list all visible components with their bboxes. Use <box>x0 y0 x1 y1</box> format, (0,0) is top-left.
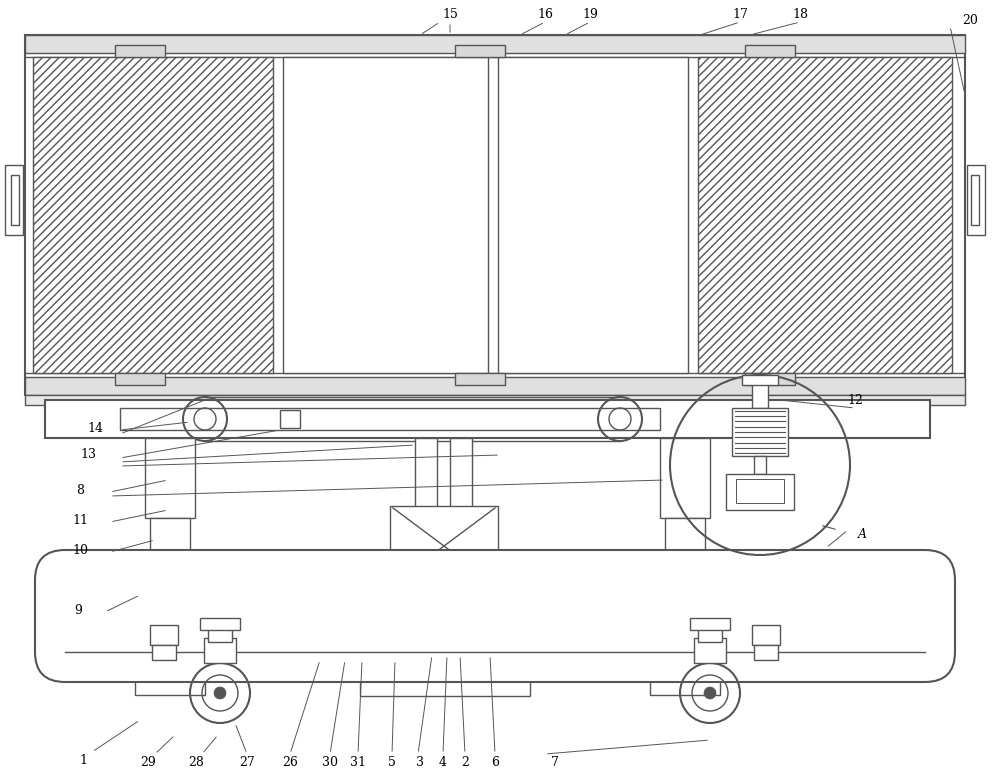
Bar <box>694 638 726 663</box>
Bar <box>390 506 498 586</box>
Text: 28: 28 <box>188 755 204 769</box>
Circle shape <box>704 687 716 699</box>
Bar <box>455 45 505 57</box>
Circle shape <box>437 578 453 594</box>
Bar <box>732 408 788 456</box>
Bar <box>752 380 768 408</box>
Bar <box>150 625 178 645</box>
Bar <box>11 175 19 225</box>
Bar <box>754 645 778 660</box>
Text: 29: 29 <box>140 755 156 769</box>
FancyBboxPatch shape <box>35 550 955 682</box>
Text: 31: 31 <box>350 755 366 769</box>
Bar <box>283 57 488 373</box>
Text: 15: 15 <box>442 9 458 22</box>
Text: 9: 9 <box>74 604 82 616</box>
Bar <box>150 518 190 678</box>
Bar <box>498 57 688 373</box>
Bar <box>971 175 979 225</box>
Bar <box>200 618 240 630</box>
Text: 2: 2 <box>461 755 469 769</box>
Text: 13: 13 <box>80 448 96 462</box>
Text: 1: 1 <box>79 754 87 766</box>
Bar <box>726 474 794 510</box>
Bar <box>204 638 236 663</box>
Bar <box>745 373 795 385</box>
Text: 27: 27 <box>239 755 255 769</box>
Bar <box>690 618 730 630</box>
Text: 6: 6 <box>491 755 499 769</box>
Text: 30: 30 <box>322 755 338 769</box>
Bar <box>25 395 965 405</box>
Bar <box>360 678 530 696</box>
Bar <box>330 656 560 678</box>
Bar <box>145 438 195 518</box>
Bar <box>742 375 778 385</box>
Bar <box>752 625 780 645</box>
Bar <box>450 438 472 508</box>
Text: 17: 17 <box>732 9 748 22</box>
Bar <box>33 57 273 373</box>
Text: 26: 26 <box>282 755 298 769</box>
Text: 3: 3 <box>416 755 424 769</box>
Text: 11: 11 <box>72 513 88 526</box>
Bar <box>415 438 437 508</box>
Bar <box>660 438 710 518</box>
Bar <box>25 35 965 395</box>
Bar <box>650 673 720 695</box>
Text: 12: 12 <box>847 394 863 406</box>
Bar <box>698 628 722 642</box>
Bar <box>115 45 165 57</box>
Bar <box>152 645 176 660</box>
Text: 8: 8 <box>76 483 84 497</box>
Bar <box>665 518 705 678</box>
Bar <box>967 165 985 235</box>
Text: 16: 16 <box>537 9 553 22</box>
Text: 19: 19 <box>582 9 598 22</box>
Text: 4: 4 <box>439 755 447 769</box>
Bar <box>208 628 232 642</box>
Text: A: A <box>858 529 866 541</box>
Bar <box>45 400 930 438</box>
Bar <box>25 377 965 395</box>
Bar <box>120 408 660 430</box>
Text: 7: 7 <box>551 755 559 769</box>
Bar <box>25 35 965 53</box>
Text: 18: 18 <box>792 9 808 22</box>
Bar <box>5 165 23 235</box>
Bar <box>745 45 795 57</box>
Bar <box>455 373 505 385</box>
Bar <box>280 410 300 428</box>
Bar <box>430 586 460 656</box>
Bar <box>698 57 952 373</box>
Text: 5: 5 <box>388 755 396 769</box>
Bar <box>736 479 784 503</box>
Bar <box>135 673 205 695</box>
Text: 20: 20 <box>962 13 978 27</box>
Bar <box>115 373 165 385</box>
Text: 14: 14 <box>87 422 103 434</box>
Bar <box>754 456 766 474</box>
Text: 10: 10 <box>72 544 88 557</box>
Circle shape <box>214 687 226 699</box>
